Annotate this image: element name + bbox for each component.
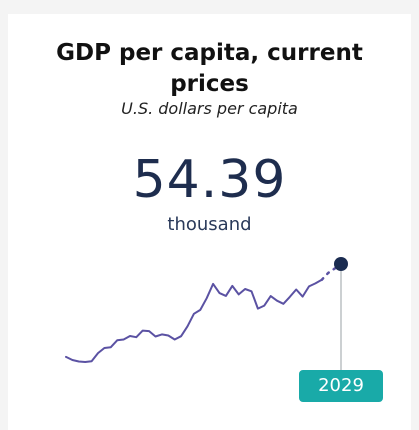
historical-series-line [65,278,323,363]
headline-value: 54.39 [132,150,287,210]
latest-value-marker[interactable] [334,257,348,271]
card-title: GDP per capita, current prices [56,40,363,97]
sparkline-chart [65,257,348,370]
card-subtitle: U.S. dollars per capita [121,99,298,118]
indicator-card: GDP per capita, current prices U.S. doll… [8,14,411,430]
value-unit: thousand [167,214,252,235]
year-badge[interactable]: 2029 [299,370,383,402]
